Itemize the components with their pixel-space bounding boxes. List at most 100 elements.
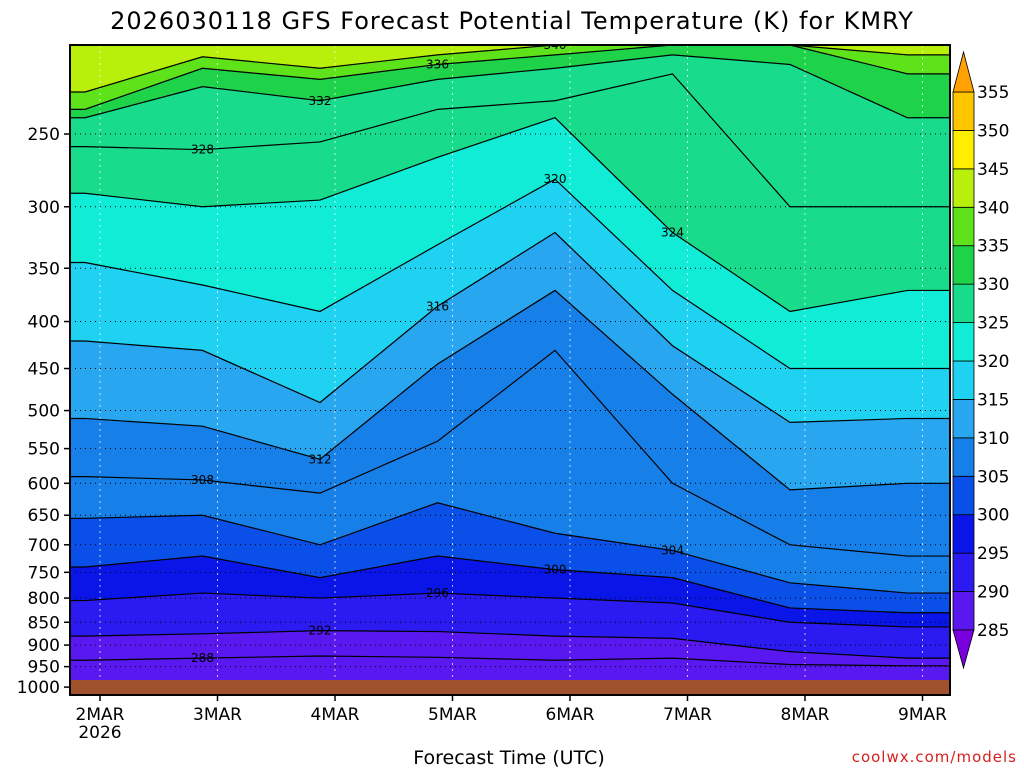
- theta-band-292: [70, 593, 950, 659]
- contour-label-332: 332: [309, 94, 332, 108]
- colorbar-label-330: 330: [977, 275, 1009, 295]
- x-tick-label-5MAR: 5MAR: [428, 705, 477, 725]
- x-tick-label-3MAR: 3MAR: [193, 705, 242, 725]
- theta-band-288: [70, 630, 950, 666]
- theta-band-340: [70, 45, 950, 92]
- contour-304: [70, 502, 950, 594]
- colorbar-segment-330: [952, 245, 975, 285]
- contour-label-288: 288: [191, 651, 214, 665]
- y-tick-label-700: 700: [28, 536, 60, 556]
- theta-band-312: [70, 232, 950, 490]
- colorbar-segment-305: [952, 437, 975, 477]
- y-tick-label-600: 600: [28, 474, 60, 494]
- colorbar-segment-335: [952, 206, 975, 247]
- contour-lines: 288 292 296 300 304 308 312 316 320 324 328 332 336 3…: [70, 45, 950, 667]
- theta-band-320: [70, 117, 950, 369]
- colorbar-segment-345: [952, 130, 975, 170]
- contour-label-304: 304: [661, 543, 684, 557]
- theta-band-316: [70, 179, 950, 423]
- colorbar-label-340: 340: [977, 198, 1009, 218]
- x-axis-title: Forecast Time (UTC): [413, 747, 604, 768]
- colorbar-label-295: 295: [977, 544, 1009, 564]
- colorbar-label-300: 300: [977, 506, 1009, 526]
- colorbar-segment-295: [952, 514, 975, 554]
- credit-link[interactable]: coolwx.com/models: [852, 748, 1017, 766]
- colorbar-label-335: 335: [977, 237, 1009, 257]
- x-tick-label-2MAR: 2MAR: [76, 705, 125, 725]
- contour-308: [70, 349, 950, 557]
- colorbar-segment-340: [952, 168, 975, 208]
- colorbar-label-290: 290: [977, 583, 1009, 603]
- ground-strip: [70, 680, 950, 695]
- colorbar-label-305: 305: [977, 467, 1009, 487]
- colorbar-label-350: 350: [977, 121, 1009, 141]
- theta-band-300: [70, 502, 950, 613]
- colorbar-label-345: 345: [977, 160, 1009, 180]
- y-tick-label-950: 950: [28, 658, 60, 678]
- contour-288: [70, 655, 950, 667]
- contour-label-292: 292: [309, 624, 332, 638]
- contour-332: [70, 54, 950, 119]
- theta-band-304: [70, 350, 950, 594]
- x-tick-label-7MAR: 7MAR: [663, 705, 712, 725]
- contour-label-312: 312: [309, 452, 332, 466]
- contour-label-316: 316: [426, 299, 449, 313]
- contour-label-328: 328: [191, 143, 214, 157]
- colorbar-segment-315: [952, 360, 975, 400]
- y-tick-label-650: 650: [28, 506, 60, 526]
- contour-label-308: 308: [191, 473, 214, 487]
- colorbar-label-315: 315: [977, 390, 1009, 410]
- plot-border: [69, 44, 951, 696]
- y-tick-label-1000: 1000: [17, 678, 60, 698]
- contour-340: [70, 45, 950, 93]
- contour-296: [70, 592, 950, 628]
- colorbar-top-arrow: [952, 50, 975, 93]
- theta-band-328: [70, 54, 950, 207]
- theta-band-324: [70, 73, 950, 312]
- y-tick-label-300: 300: [28, 198, 60, 218]
- x-axis-sublabel: 2026: [78, 723, 121, 743]
- y-tick-label-250: 250: [28, 125, 60, 145]
- y-tick-label-450: 450: [28, 360, 60, 380]
- y-tick-label-800: 800: [28, 589, 60, 609]
- y-tick-label-850: 850: [28, 613, 60, 633]
- contour-label-320: 320: [544, 172, 567, 186]
- theta-band-296: [70, 556, 950, 627]
- colorbar-segment-290: [952, 552, 975, 592]
- colorbar-segment-350: [952, 91, 975, 131]
- y-tick-label-750: 750: [28, 563, 60, 583]
- colorbar: 285 290 295 300 305 310 315 320 325 330 335 340 345 3…: [952, 50, 1009, 670]
- contour-300: [70, 555, 950, 614]
- colorbar-segment-285: [952, 591, 975, 631]
- x-tick-label-6MAR: 6MAR: [546, 705, 595, 725]
- contour-label-336: 336: [426, 57, 449, 71]
- colorbar-segment-325: [952, 283, 975, 323]
- contour-292: [70, 630, 950, 659]
- contour-label-300: 300: [544, 563, 567, 577]
- colorbar-label-325: 325: [977, 314, 1009, 334]
- x-tick-label-4MAR: 4MAR: [311, 705, 360, 725]
- y-tick-label-350: 350: [28, 259, 60, 279]
- contour-316: [70, 231, 950, 423]
- colorbar-segment-310: [952, 399, 975, 439]
- y-tick-label-900: 900: [28, 636, 60, 656]
- colorbar-label-310: 310: [977, 429, 1009, 449]
- plot-area: 288 292 296 300 304 308 312 316 320 324 328 332 336 3…: [70, 45, 950, 695]
- colorbar-label-320: 320: [977, 352, 1009, 372]
- contour-label-296: 296: [426, 586, 449, 600]
- contour-336: [70, 45, 950, 110]
- colorbar-label-355: 355: [977, 83, 1009, 103]
- x-tick-label-8MAR: 8MAR: [781, 705, 830, 725]
- x-axis: 2MAR 3MAR 4MAR 5MAR 6MAR 7MAR 8MAR 9MAR: [76, 695, 947, 725]
- colorbar-bottom-arrow: [952, 629, 975, 670]
- contour-328: [70, 73, 950, 208]
- contour-312: [70, 289, 950, 491]
- y-tick-label-500: 500: [28, 402, 60, 422]
- colorbar-label-285: 285: [977, 621, 1009, 641]
- y-tick-label-400: 400: [28, 313, 60, 333]
- contour-320: [70, 178, 950, 370]
- contour-label-324: 324: [661, 226, 684, 240]
- chart-title: 2026030118 GFS Forecast Potential Temper…: [110, 7, 914, 35]
- x-tick-label-9MAR: 9MAR: [898, 705, 947, 725]
